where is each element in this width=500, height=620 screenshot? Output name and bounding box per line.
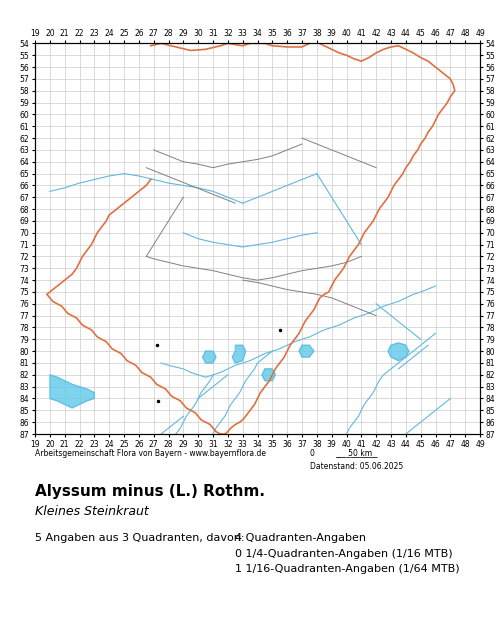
Text: Kleines Steinkraut: Kleines Steinkraut — [35, 505, 149, 518]
Text: Datenstand: 05.06.2025: Datenstand: 05.06.2025 — [310, 462, 403, 471]
Text: 4 Quadranten-Angaben: 4 Quadranten-Angaben — [235, 533, 366, 543]
Text: Alyssum minus (L.) Rothm.: Alyssum minus (L.) Rothm. — [35, 484, 265, 498]
Text: Arbeitsgemeinschaft Flora von Bayern - www.bayernflora.de: Arbeitsgemeinschaft Flora von Bayern - w… — [35, 450, 266, 459]
Text: 5 Angaben aus 3 Quadranten, davon:: 5 Angaben aus 3 Quadranten, davon: — [35, 533, 244, 543]
Polygon shape — [232, 345, 245, 363]
Polygon shape — [50, 375, 94, 408]
Polygon shape — [262, 369, 276, 381]
Polygon shape — [388, 343, 409, 361]
Polygon shape — [202, 351, 216, 363]
Text: 0 1/4-Quadranten-Angaben (1/16 MTB): 0 1/4-Quadranten-Angaben (1/16 MTB) — [235, 549, 452, 559]
Text: 1 1/16-Quadranten-Angaben (1/64 MTB): 1 1/16-Quadranten-Angaben (1/64 MTB) — [235, 564, 460, 574]
Text: 0              50 km: 0 50 km — [310, 450, 372, 459]
Polygon shape — [299, 345, 314, 357]
Text: ___________: ___________ — [335, 450, 378, 459]
